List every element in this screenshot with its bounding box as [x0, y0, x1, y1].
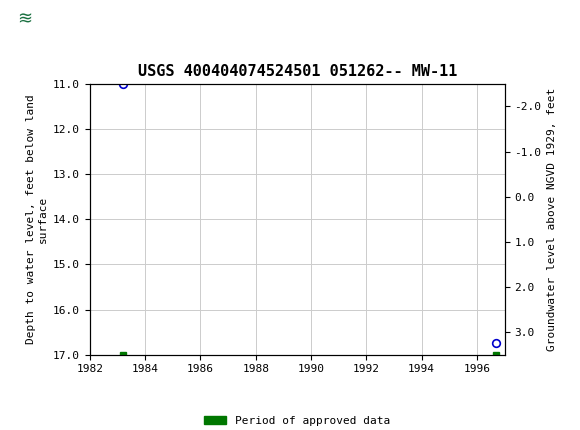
Y-axis label: Depth to water level, feet below land
surface: Depth to water level, feet below land su…: [26, 95, 48, 344]
Y-axis label: Groundwater level above NGVD 1929, feet: Groundwater level above NGVD 1929, feet: [547, 88, 557, 351]
Text: ≋: ≋: [17, 11, 32, 29]
Title: USGS 400404074524501 051262-- MW-11: USGS 400404074524501 051262-- MW-11: [137, 64, 457, 79]
Text: USGS: USGS: [54, 12, 109, 29]
FancyBboxPatch shape: [5, 3, 45, 37]
Legend: Period of approved data: Period of approved data: [200, 412, 395, 430]
